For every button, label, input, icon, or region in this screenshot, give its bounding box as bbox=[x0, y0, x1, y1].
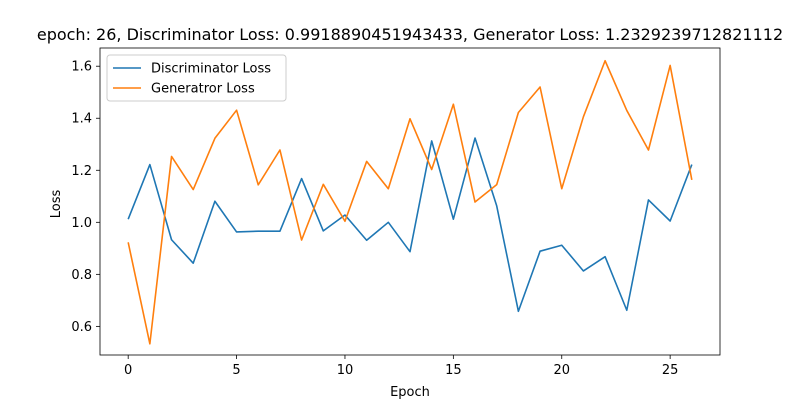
chart-title: epoch: 26, Discriminator Loss: 0.9918890… bbox=[37, 25, 783, 44]
y-tick-label: 0.6 bbox=[71, 320, 92, 335]
x-tick-label: 5 bbox=[232, 363, 240, 378]
legend: Discriminator Loss Generatror Loss bbox=[106, 54, 287, 102]
y-tick-label: 1.0 bbox=[71, 216, 92, 231]
series-line-discriminator-loss bbox=[127, 137, 693, 313]
x-tick-label: 0 bbox=[124, 363, 132, 378]
legend-label: Discriminator Loss bbox=[151, 62, 271, 77]
y-tick-label: 1.4 bbox=[71, 112, 92, 127]
x-tick-label: 10 bbox=[337, 363, 354, 378]
legend-box bbox=[106, 54, 287, 102]
legend-label: Generatror Loss bbox=[151, 82, 255, 97]
y-tick-label: 1.2 bbox=[71, 164, 92, 179]
x-tick-label: 15 bbox=[445, 363, 462, 378]
y-tick-label: 0.8 bbox=[71, 268, 92, 283]
x-tick-label: 20 bbox=[553, 363, 570, 378]
y-axis-label: Loss bbox=[49, 190, 64, 219]
plot-frame bbox=[99, 47, 721, 356]
series-line-generator-loss bbox=[127, 59, 693, 345]
x-axis-label: Epoch bbox=[390, 385, 430, 400]
x-tick-label: 25 bbox=[662, 363, 679, 378]
y-tick-label: 1.6 bbox=[71, 60, 92, 75]
